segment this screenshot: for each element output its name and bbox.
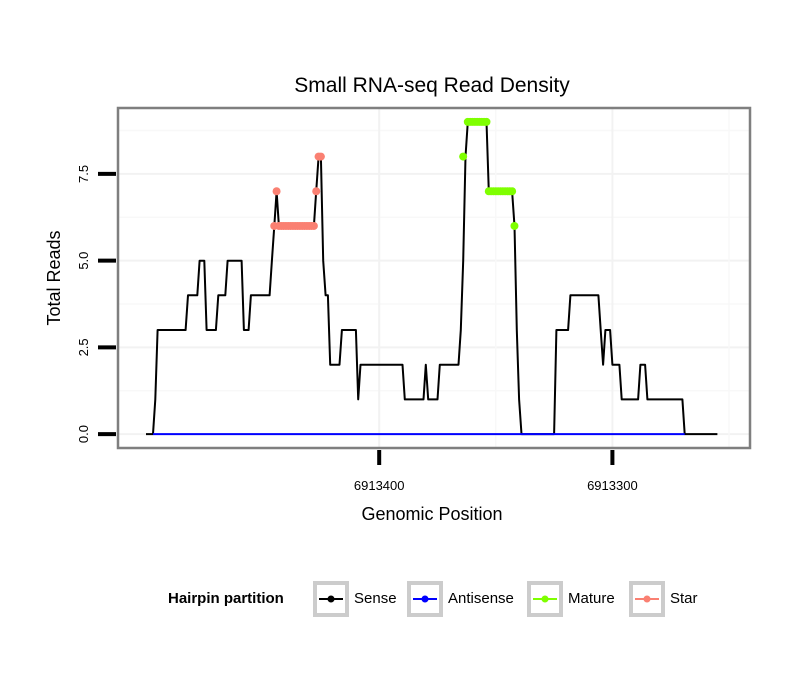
legend-key-point xyxy=(541,595,549,603)
star-point xyxy=(312,187,321,196)
star-point xyxy=(316,152,325,161)
star-point xyxy=(309,221,318,230)
mature-point xyxy=(510,221,519,230)
y-tick-label: 7.5 xyxy=(76,165,91,183)
legend-label: Star xyxy=(670,590,698,607)
y-tick-label: 2.5 xyxy=(76,338,91,356)
x-axis: 6913400 6913300 xyxy=(354,450,638,493)
y-axis-title: Total Reads xyxy=(44,230,64,325)
legend-item-sense: Sense xyxy=(313,581,397,617)
legend-item-antisense: Antisense xyxy=(407,581,514,617)
x-tick-label: 6913400 xyxy=(354,478,405,493)
legend-label: Antisense xyxy=(448,590,514,607)
chart-title: Small RNA-seq Read Density xyxy=(294,74,570,97)
legend-label: Mature xyxy=(568,590,615,607)
legend-key-point xyxy=(643,595,651,603)
x-axis-title: Genomic Position xyxy=(361,504,502,524)
plot-panel xyxy=(117,107,751,449)
star-point xyxy=(272,187,281,196)
x-tick-label: 6913300 xyxy=(587,478,638,493)
plot-border xyxy=(116,106,752,450)
legend-key-point xyxy=(327,595,335,603)
series-layer xyxy=(146,117,718,436)
mature-point xyxy=(508,187,517,196)
sense-line xyxy=(146,120,718,436)
mature-point xyxy=(459,152,468,161)
legend-item-mature: Mature xyxy=(527,581,615,617)
mature-point xyxy=(482,117,491,126)
legend-title: Hairpin partition xyxy=(168,590,284,607)
legend: Hairpin partition Sense Antisense Mature St… xyxy=(168,581,698,617)
legend-item-star: Star xyxy=(629,581,698,617)
y-tick-label: 5.0 xyxy=(76,252,91,270)
legend-key-point xyxy=(421,595,429,603)
y-axis: 0.0 2.5 5.0 7.5 xyxy=(76,165,116,443)
grid-lines xyxy=(118,108,750,448)
y-tick-label: 0.0 xyxy=(76,425,91,443)
legend-label: Sense xyxy=(354,590,397,607)
